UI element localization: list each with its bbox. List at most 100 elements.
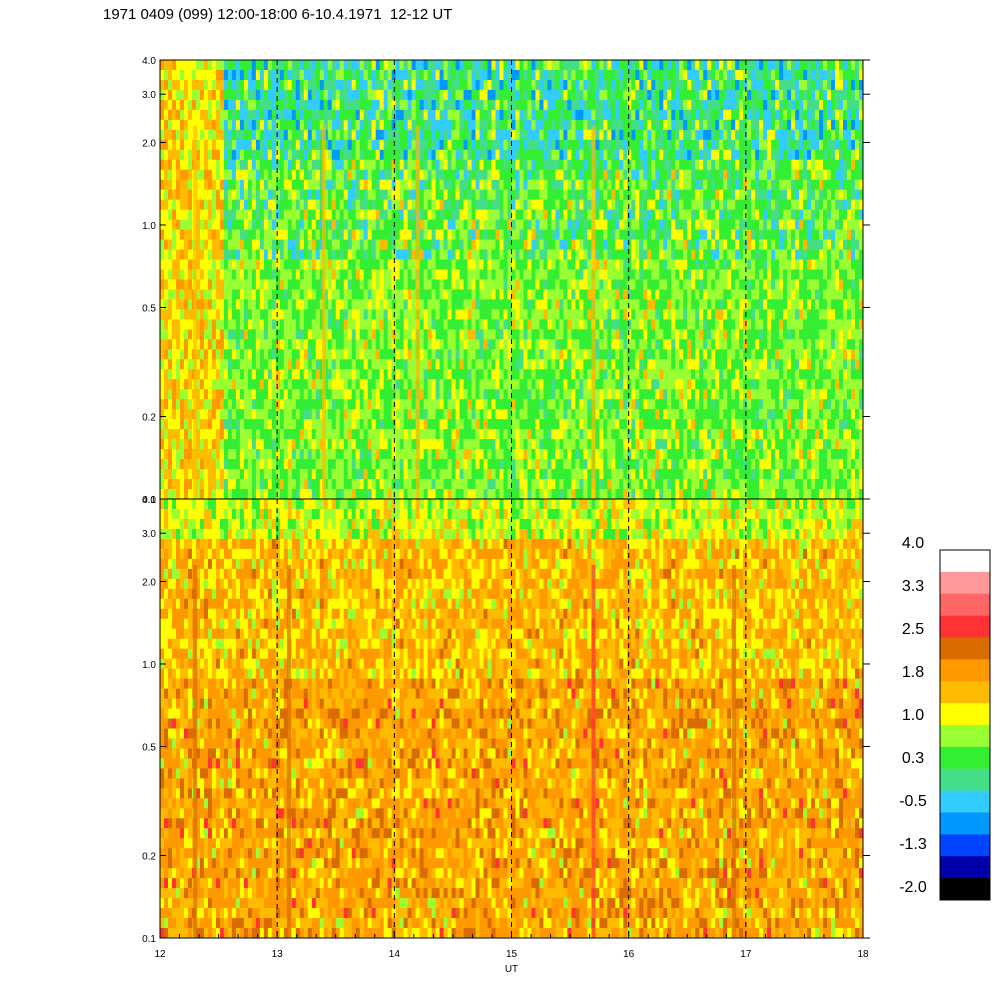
spectrogram-cell [227,429,233,440]
spectrogram-cell [267,139,273,151]
spectrogram-cell [407,259,413,270]
spectrogram-cell [611,169,616,181]
spectrogram-cell [223,419,229,430]
spectrogram-cell [595,169,600,181]
spectrogram-cell [435,169,440,181]
spectrogram-cell [467,399,472,410]
spectrogram-cell [411,219,417,231]
spectrogram-cell [463,149,468,161]
spectrogram-cell [235,129,241,141]
spectrogram-cell [479,189,484,201]
spectrogram-cell [463,79,468,91]
spectrogram-cell [195,269,201,280]
spectrogram-cell [171,309,177,320]
spectrogram-cell [583,479,588,490]
spectrogram-cell [299,89,305,101]
spectrogram-cell [523,109,528,121]
spectrogram-cell [371,249,377,260]
spectrogram-cell [431,119,436,131]
spectrogram-cell [335,339,341,350]
spectrogram-cell [607,269,612,280]
spectrogram-cell [407,299,413,310]
spectrogram-cell [439,159,444,171]
spectrogram-cell [247,289,253,300]
spectrogram-cell [227,349,233,360]
spectrogram-cell [555,209,560,221]
spectrogram-cell [523,349,528,360]
spectrogram-cell [427,149,433,161]
spectrogram-cell [371,299,377,310]
spectrogram-cell [607,379,612,390]
spectrogram-cell [347,169,353,181]
spectrogram-cell [211,349,217,360]
spectrogram-cell [171,159,177,171]
spectrogram-cell [555,159,560,171]
spectrogram-cell [575,279,580,290]
spectrogram-cell [491,279,496,290]
spectrogram-cell [603,429,608,440]
spectrogram-cell [495,379,500,390]
spectrogram-cell [160,369,165,380]
spectrogram-cell [371,359,377,370]
spectrogram-cell [339,159,345,171]
spectrogram-cell [527,379,532,390]
spectrogram-cell [283,159,289,171]
spectrogram-cell [487,479,492,490]
spectrogram-cell [191,89,197,101]
spectrogram-cell [475,219,480,231]
spectrogram-cell [399,479,405,490]
spectrogram-cell [195,419,201,430]
spectrogram-cell [160,479,165,490]
spectrogram-cell [543,379,548,390]
spectrogram-cell [311,189,317,201]
spectrogram-cell [463,89,468,101]
spectrogram-cell [611,149,616,161]
spectrogram-cell [587,289,592,300]
spectrogram-cell [207,419,213,430]
spectrogram-cell [467,179,472,191]
spectrogram-cell [499,60,504,71]
spectrogram-cell [167,239,173,250]
spectrogram-cell [167,439,173,450]
spectrogram-cell [359,309,365,320]
spectrogram-cell [291,329,297,340]
spectrogram-cell [535,229,540,240]
spectrogram-cell [463,249,468,260]
spectrogram-cell [515,289,520,300]
spectrogram-cell [523,239,528,250]
spectrogram-cell [343,60,349,71]
spectrogram-cell [259,429,265,440]
spectrogram-cell [599,389,604,400]
spectrogram-cell [307,399,313,410]
spectrogram-cell [247,119,253,131]
spectrogram-cell [355,219,361,231]
spectrogram-cell [243,89,249,101]
spectrogram-cell [599,60,604,71]
spectrogram-cell [283,239,289,250]
spectrogram-cell [235,379,241,390]
spectrogram-cell [567,189,572,201]
spectrogram-cell [303,389,309,400]
spectrogram-cell [563,109,568,121]
spectrogram-cell [179,389,185,400]
spectrogram-cell [239,389,245,400]
spectrogram-cell [427,339,433,350]
spectrogram-cell [239,329,245,340]
spectrogram-cell [299,189,305,201]
spectrogram-cell [379,159,385,171]
spectrogram-cell [219,229,225,240]
spectrogram-cell [523,269,528,280]
spectrogram-cell [539,239,544,250]
spectrogram-cell [507,89,512,101]
spectrogram-cell [195,169,201,181]
spectrogram-cell [487,409,492,420]
spectrogram-cell [319,319,325,330]
spectrogram-cell [483,439,488,450]
spectrogram-cell [223,389,229,400]
spectrogram-cell [259,309,265,320]
spectrogram-cell [299,459,305,470]
spectrogram-cell [239,409,245,420]
spectrogram-cell [503,349,508,360]
spectrogram-cell [231,60,237,71]
spectrogram-cell [551,219,556,231]
